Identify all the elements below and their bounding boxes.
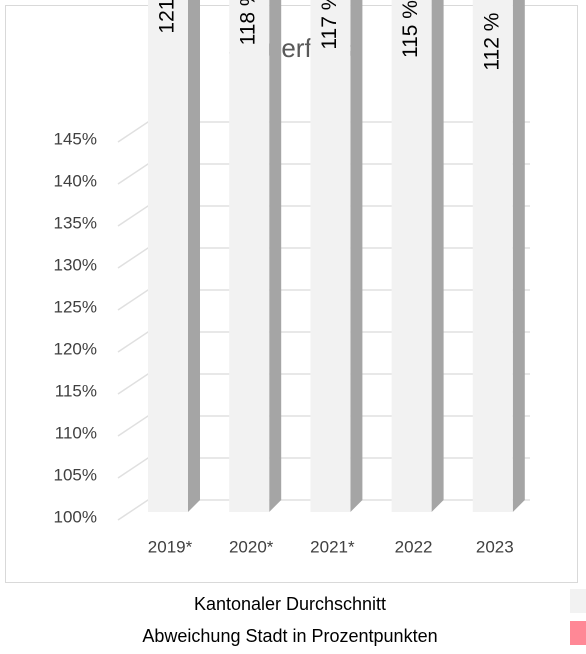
value-label: 118 % — [237, 0, 260, 45]
legend-label: Kantonaler Durchschnitt — [194, 594, 386, 614]
bar-side — [431, 0, 444, 512]
value-label: 115 % — [399, 0, 422, 58]
x-tick-label: 2023 — [476, 537, 514, 556]
bar-side — [350, 0, 363, 512]
bar-side — [512, 0, 525, 512]
value-label: 117 % — [318, 0, 341, 50]
legend-swatch — [570, 589, 586, 613]
bar-front — [310, 0, 351, 512]
legend-swatch — [570, 621, 586, 645]
x-tick-label: 2020* — [229, 537, 274, 556]
bar — [148, 0, 200, 513]
y-tick-label: 125% — [54, 297, 97, 316]
y-tick-label: 140% — [54, 171, 97, 190]
y-tick-label: 145% — [54, 129, 97, 148]
y-tick-label: 115% — [55, 381, 97, 400]
bar-front — [229, 0, 270, 512]
bar-side — [269, 0, 282, 512]
bar-front — [148, 0, 188, 513]
bar-front — [391, 0, 432, 512]
y-tick-label: 135% — [54, 213, 97, 232]
bar — [310, 0, 363, 512]
x-tick-label: 2019* — [148, 537, 193, 556]
x-tick-label: 2022 — [395, 537, 433, 556]
bar — [391, 0, 444, 512]
y-tick-label: 100% — [54, 507, 97, 526]
value-label: 121 % — [156, 0, 179, 34]
bar — [229, 0, 282, 512]
x-tick-label: 2021* — [310, 537, 355, 556]
value-label: 112 % — [480, 13, 503, 71]
bar — [472, 0, 525, 512]
legend-label: Abweichung Stadt in Prozentpunkten — [142, 626, 437, 646]
y-tick-label: 105% — [54, 465, 97, 484]
y-tick-label: 110% — [55, 423, 97, 442]
y-tick-label: 120% — [54, 339, 97, 358]
bar-front — [472, 0, 513, 512]
y-tick-label: 130% — [54, 255, 97, 274]
bar-side — [188, 0, 200, 512]
